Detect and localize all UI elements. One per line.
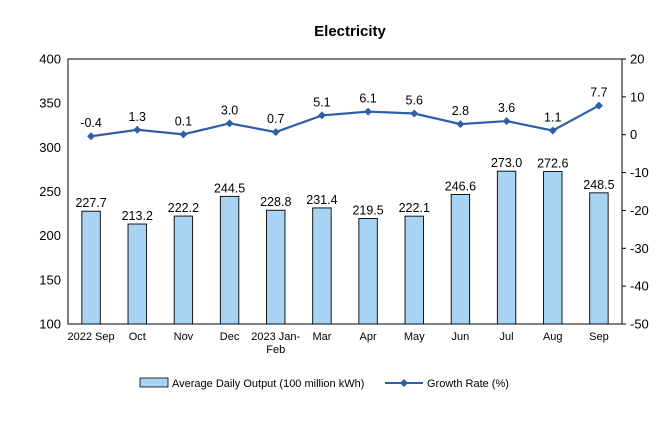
legend: Average Daily Output (100 million kWh) G… xyxy=(139,377,509,390)
right-axis-tick-label: 10 xyxy=(630,89,644,104)
left-axis-tick-label: 300 xyxy=(39,140,61,155)
line-value-label: 1.1 xyxy=(544,111,561,125)
right-axis-tick-label: -50 xyxy=(630,317,649,332)
bar xyxy=(358,217,378,325)
legend-line-marker xyxy=(400,379,408,387)
line-point xyxy=(271,128,280,137)
category-labels: 2022 Sep Oct Nov Dec 2023 Jan-Feb Mar Apr May Ju… xyxy=(68,331,609,356)
line-value-label: 7.7 xyxy=(590,86,607,100)
bar xyxy=(404,215,424,325)
right-axis-tick-label: 20 xyxy=(630,52,644,67)
bar xyxy=(312,207,332,325)
line-value-label: 5.1 xyxy=(313,95,330,109)
chart-title: Electricity xyxy=(314,23,386,40)
line-point xyxy=(179,130,188,139)
category-label: Jul xyxy=(500,331,514,343)
left-axis-tick-label: 100 xyxy=(39,317,61,332)
bar-value-label: 231.4 xyxy=(306,193,337,207)
bar xyxy=(266,209,286,325)
category-label: Sep xyxy=(589,331,609,343)
legend-line-label: Growth Rate (%) xyxy=(427,378,509,390)
bar-value-label: 222.1 xyxy=(399,201,430,215)
bar xyxy=(450,194,471,325)
bar xyxy=(81,210,101,325)
line-value-label: 2.8 xyxy=(452,104,469,118)
category-label: Apr xyxy=(360,331,377,343)
bar-value-label: 213.2 xyxy=(122,209,153,223)
line-value-label: 1.3 xyxy=(129,110,146,124)
right-axis-ticks: -50 -40 -30 -20 -10 0 10 20 xyxy=(622,52,649,332)
line-point xyxy=(456,120,465,129)
left-axis-tick-label: 200 xyxy=(39,228,61,243)
category-label: May xyxy=(404,331,425,343)
left-axis-tick-label: 250 xyxy=(39,184,61,199)
line-point xyxy=(410,109,419,118)
line-point xyxy=(364,107,373,116)
bar-data-labels: 227.7 213.2 222.2 244.5 228.8 231.4 219.5 222.1… xyxy=(75,156,614,223)
bar xyxy=(589,192,609,325)
bar xyxy=(173,215,194,325)
bar xyxy=(127,223,147,325)
category-label: Oct xyxy=(129,331,146,343)
bar-value-label: 248.5 xyxy=(583,178,614,192)
growth-rate-line xyxy=(90,104,600,138)
line-point xyxy=(87,132,96,141)
right-axis-tick-label: 0 xyxy=(630,127,637,142)
right-axis-tick-label: -20 xyxy=(630,203,649,218)
category-label: Nov xyxy=(174,331,194,343)
left-axis-tick-label: 400 xyxy=(39,52,61,67)
bar-value-label: 222.2 xyxy=(168,201,199,215)
plot-area-frame xyxy=(67,58,623,325)
legend-bar-swatch xyxy=(139,377,169,388)
line-point xyxy=(548,126,557,135)
right-axis-tick-label: -40 xyxy=(630,279,649,294)
line-value-label: -0.4 xyxy=(80,116,102,130)
bar xyxy=(219,195,240,325)
bar-value-label: 273.0 xyxy=(491,156,522,170)
line-value-label: 3.0 xyxy=(221,103,238,117)
line-value-label: 5.6 xyxy=(406,94,423,108)
left-axis-tick-label: 150 xyxy=(39,272,61,287)
line-point xyxy=(502,117,511,126)
line-value-label: 3.6 xyxy=(498,101,515,115)
line-value-label: 0.1 xyxy=(175,114,192,128)
bar xyxy=(496,170,517,325)
category-label: Jun xyxy=(452,331,470,343)
category-label: 2023 Jan- xyxy=(251,331,300,343)
bar-series xyxy=(81,170,609,325)
category-label: Dec xyxy=(220,331,240,343)
bar-value-label: 219.5 xyxy=(352,203,383,217)
line-point xyxy=(594,101,603,110)
line-data-labels: -0.4 1.3 0.1 3.0 0.7 5.1 6.1 5.6 2.8 3.6 1.1 7.7 xyxy=(80,86,607,131)
line-point xyxy=(133,125,142,134)
left-axis-tick-label: 350 xyxy=(39,96,61,111)
bar-value-label: 246.6 xyxy=(445,180,476,194)
bar xyxy=(543,171,563,325)
left-axis-ticks: 100 150 200 250 300 350 400 xyxy=(39,52,61,332)
legend-bar-label: Average Daily Output (100 million kWh) xyxy=(172,378,364,390)
category-label: Mar xyxy=(312,331,331,343)
bar-value-label: 228.8 xyxy=(260,195,291,209)
bar-value-label: 244.5 xyxy=(214,181,245,195)
line-value-label: 6.1 xyxy=(359,92,376,106)
line-point xyxy=(317,111,326,120)
line-point xyxy=(225,119,234,128)
right-axis-tick-label: -30 xyxy=(630,241,649,256)
line-series xyxy=(87,101,603,141)
category-label: 2022 Sep xyxy=(68,331,115,343)
bar-value-label: 227.7 xyxy=(75,196,106,210)
category-label: Aug xyxy=(543,331,563,343)
right-axis-tick-label: -10 xyxy=(630,165,649,180)
category-label: Feb xyxy=(266,344,285,356)
line-value-label: 0.7 xyxy=(267,112,284,126)
bar-value-label: 272.6 xyxy=(537,157,568,171)
